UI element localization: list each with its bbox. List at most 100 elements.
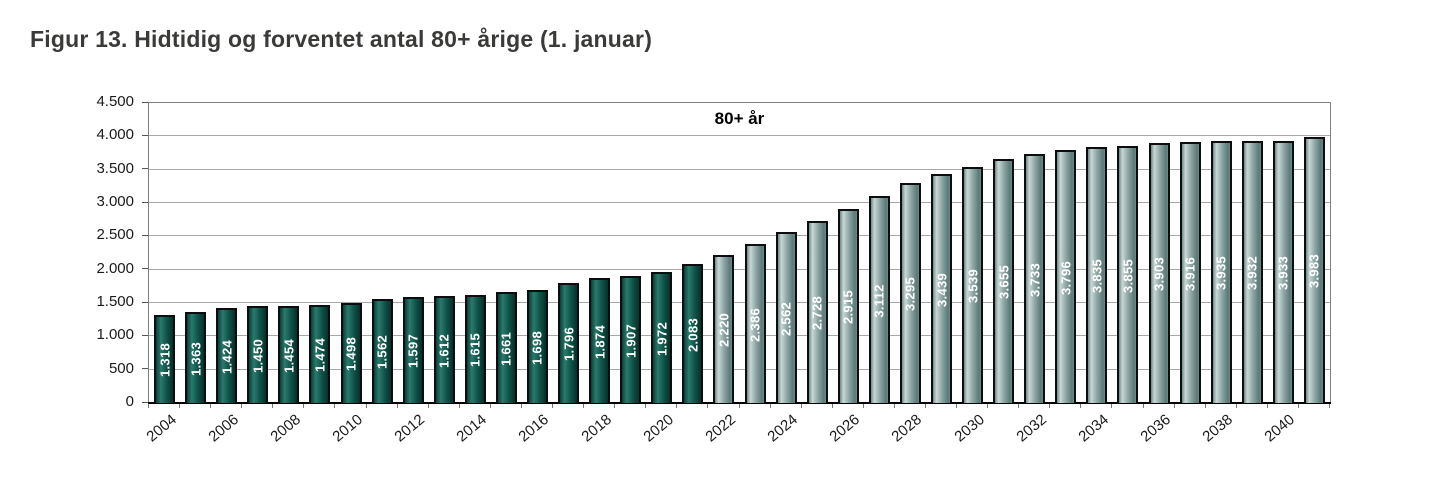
bar-value-label: 1.796 bbox=[561, 326, 577, 362]
x-axis-year-label: 2034 bbox=[1075, 411, 1112, 446]
bar-value-label: 1.907 bbox=[623, 323, 639, 358]
x-axis-year-label: 2032 bbox=[1013, 411, 1050, 446]
bar-2020: 1.972 bbox=[651, 272, 673, 403]
y-axis-tick-label: 3.500 bbox=[96, 159, 134, 177]
bar-value-label: 3.835 bbox=[1089, 258, 1105, 294]
bar-value-label: 1.661 bbox=[498, 331, 514, 366]
x-axis-tick bbox=[179, 404, 181, 408]
bar-2037: 3.916 bbox=[1179, 142, 1201, 403]
bar-value-label: 2.562 bbox=[778, 301, 794, 336]
x-axis-baseline bbox=[148, 402, 1331, 404]
gridline bbox=[149, 135, 1330, 137]
bar-2015: 1.661 bbox=[495, 292, 517, 403]
bar-2033: 3.796 bbox=[1055, 150, 1077, 403]
bar-value-label: 1.450 bbox=[250, 338, 266, 373]
x-axis-tick bbox=[583, 404, 585, 408]
x-axis-tick bbox=[1235, 404, 1237, 408]
y-axis-tick bbox=[142, 134, 148, 136]
y-axis-tick-label: 0 bbox=[125, 393, 134, 410]
bar-value-label: 1.615 bbox=[467, 332, 483, 368]
x-axis-year-label: 2008 bbox=[267, 411, 304, 446]
x-axis-tick bbox=[862, 404, 864, 408]
gridline bbox=[149, 168, 1330, 170]
bar-2031: 3.655 bbox=[993, 159, 1015, 403]
x-axis-tick bbox=[738, 404, 740, 408]
bar-value-label: 3.112 bbox=[871, 283, 887, 318]
bar-value-label: 1.562 bbox=[374, 334, 390, 370]
bar-2040: 3.933 bbox=[1272, 141, 1294, 403]
x-axis-tick bbox=[1173, 404, 1175, 408]
x-axis-tick bbox=[645, 404, 647, 408]
bar-2032: 3.733 bbox=[1024, 154, 1046, 403]
bar-value-label: 2.083 bbox=[685, 317, 701, 352]
bar-2035: 3.855 bbox=[1117, 146, 1139, 403]
bar-value-label: 1.498 bbox=[343, 336, 359, 372]
bar-value-label: 1.612 bbox=[436, 333, 452, 368]
x-axis-tick bbox=[893, 404, 895, 408]
bar-value-label: 3.916 bbox=[1182, 256, 1198, 291]
bar-value-label: 1.874 bbox=[592, 324, 608, 359]
x-axis-year-label: 2040 bbox=[1261, 411, 1299, 446]
bar-value-label: 3.539 bbox=[965, 268, 981, 304]
y-axis-labels: 0 500 1.000 1.500 2.000 2.500 3.000 3.500 4.000 4… bbox=[0, 93, 148, 410]
x-axis-tick bbox=[1204, 404, 1206, 408]
x-axis-year-label: 2004 bbox=[142, 411, 180, 446]
bar-2023: 2.386 bbox=[744, 244, 766, 403]
x-axis-year-label: 2010 bbox=[329, 411, 366, 446]
bar-2024: 2.562 bbox=[775, 232, 797, 403]
y-axis-tick-label: 1.000 bbox=[96, 326, 134, 344]
bar-value-label: 2.728 bbox=[809, 295, 825, 331]
bar-value-label: 3.295 bbox=[902, 276, 918, 312]
x-axis-tick bbox=[272, 404, 274, 408]
bar-value-label: 2.915 bbox=[840, 289, 856, 325]
bar-2013: 1.612 bbox=[433, 296, 455, 403]
bar-2036: 3.903 bbox=[1148, 143, 1170, 403]
bar-2007: 1.450 bbox=[247, 306, 269, 403]
x-axis-year-label: 2018 bbox=[578, 411, 615, 446]
x-axis-tick bbox=[987, 404, 989, 408]
bar-value-label: 3.796 bbox=[1058, 260, 1074, 295]
x-axis: 2004 2006 2008 2010 2012 2014 2016 2018 2020 2022… bbox=[142, 403, 1330, 493]
x-axis-tick bbox=[614, 404, 616, 408]
bar-2028: 3.295 bbox=[899, 183, 921, 403]
y-axis-tick bbox=[142, 268, 148, 270]
y-axis-tick-label: 2.500 bbox=[96, 226, 134, 244]
gridline bbox=[149, 368, 1330, 370]
x-axis-year-label: 2026 bbox=[826, 411, 864, 446]
y-axis-tick bbox=[142, 168, 148, 170]
x-axis-tick bbox=[1111, 404, 1113, 408]
bar-2026: 2.915 bbox=[837, 209, 859, 403]
bar-2009: 1.474 bbox=[309, 305, 331, 403]
gridline bbox=[149, 268, 1330, 270]
y-axis-tick-label: 2.000 bbox=[96, 259, 134, 277]
bar-value-label: 3.903 bbox=[1151, 256, 1167, 292]
x-axis-tick bbox=[707, 404, 709, 408]
y-axis-tick-label: 4.000 bbox=[96, 126, 134, 144]
bar-value-label: 1.424 bbox=[219, 339, 235, 374]
bar-value-label: 1.972 bbox=[654, 321, 670, 356]
gridline bbox=[149, 302, 1330, 303]
x-axis-tick bbox=[241, 404, 243, 408]
bar-2034: 3.835 bbox=[1086, 147, 1108, 403]
gridline bbox=[149, 235, 1330, 237]
x-axis-tick bbox=[365, 404, 367, 408]
x-axis-tick bbox=[334, 404, 336, 408]
bar-value-label: 3.855 bbox=[1120, 258, 1136, 293]
bar-2038: 3.935 bbox=[1210, 141, 1232, 403]
x-axis-tick bbox=[1080, 404, 1082, 408]
y-axis-tick bbox=[142, 301, 148, 303]
bar-value-label: 1.454 bbox=[281, 338, 297, 373]
x-axis-tick bbox=[1266, 404, 1268, 408]
y-axis-tick bbox=[142, 101, 148, 103]
bar-2022: 2.220 bbox=[713, 255, 735, 403]
x-axis-tick bbox=[1297, 404, 1299, 408]
x-axis-year-label: 2014 bbox=[453, 411, 491, 446]
bar-value-label: 1.597 bbox=[405, 333, 421, 369]
bar-2030: 3.539 bbox=[962, 167, 984, 403]
x-axis-tick bbox=[676, 404, 678, 408]
chart-plot-area: 80+ år 1.318 1.363 1.424 1.450 1.454 1.474 1.4… bbox=[148, 102, 1331, 404]
x-axis-tick bbox=[458, 404, 460, 408]
bar-2018: 1.874 bbox=[589, 278, 611, 403]
y-axis-tick-label: 1.500 bbox=[96, 293, 134, 310]
x-axis-tick bbox=[1142, 404, 1144, 408]
